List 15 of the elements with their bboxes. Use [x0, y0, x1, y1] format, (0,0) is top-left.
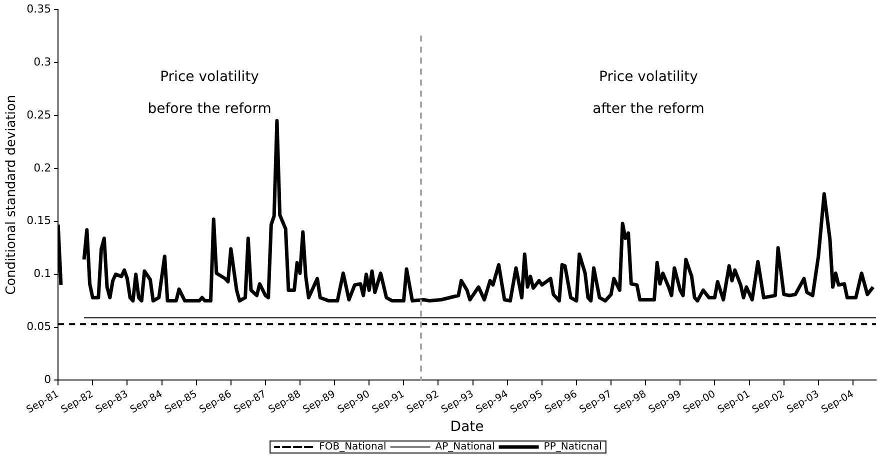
annotation: Price volatility after the reform — [592, 69, 704, 118]
y-tick-label: 0.05 — [26, 320, 52, 334]
y-tick-label: 0.15 — [26, 214, 52, 228]
legend-label: AP_National — [435, 442, 495, 453]
y-tick-label: 0.1 — [34, 267, 52, 280]
y-tick-label: 0.25 — [26, 108, 52, 122]
x-axis-title: Date — [450, 419, 484, 436]
legend-label: PP_Naticnal — [544, 442, 602, 453]
y-tick-label: 0.35 — [26, 2, 52, 16]
y-axis-title: Conditional standard deviation — [4, 94, 20, 295]
y-tick-label: 0.3 — [34, 55, 52, 68]
legend-label: FOB_National — [319, 442, 386, 453]
y-tick-label: 0 — [44, 373, 52, 386]
y-tick-label: 0.2 — [34, 161, 52, 174]
annotation: Price volatility before the reform — [148, 69, 272, 118]
